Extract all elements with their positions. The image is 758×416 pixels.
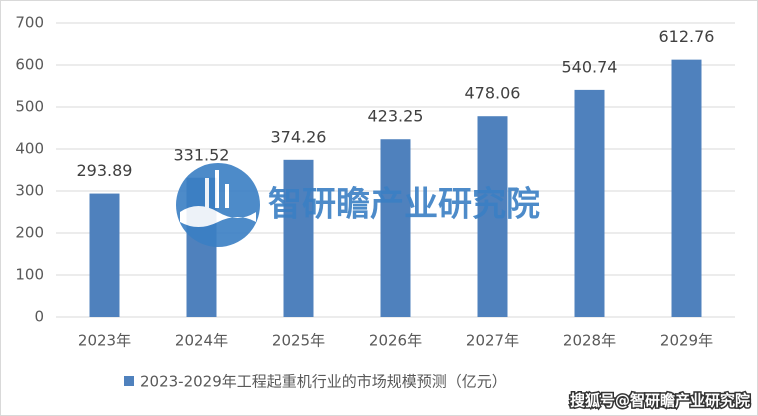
- x-tick-label: 2027年: [466, 332, 519, 350]
- source-label: 搜狐号@智研瞻产业研究院: [570, 392, 750, 410]
- x-tick-label: 2026年: [369, 332, 422, 350]
- watermark-text: 智研瞻产业研究院: [268, 185, 540, 225]
- x-tick-label: 2025年: [272, 332, 325, 350]
- y-tick-label: 0: [34, 308, 44, 326]
- x-tick-label: 2028年: [563, 332, 616, 350]
- y-tick-label: 400: [15, 140, 44, 158]
- y-tick-label: 700: [15, 14, 44, 32]
- bar: [477, 116, 508, 317]
- watermark-logo: [176, 163, 260, 247]
- bar: [671, 59, 702, 317]
- y-tick-label: 600: [15, 56, 44, 74]
- data-label: 540.74: [562, 57, 618, 76]
- bar: [89, 193, 120, 317]
- logo-bar: [225, 184, 229, 208]
- x-tick-label: 2024年: [175, 332, 228, 350]
- data-label: 293.89: [77, 161, 133, 180]
- y-tick-label: 300: [15, 182, 44, 200]
- legend-label: 2023-2029年工程起重机行业的市场规模预测（亿元）: [140, 373, 507, 391]
- y-tick-label: 100: [15, 266, 44, 284]
- data-label: 612.76: [659, 27, 715, 46]
- logo-bar: [205, 178, 209, 208]
- data-label: 331.52: [174, 145, 230, 164]
- y-tick-label: 200: [15, 224, 44, 242]
- data-label: 478.06: [465, 84, 521, 103]
- x-tick-label: 2029年: [660, 332, 713, 350]
- bar: [574, 89, 605, 318]
- data-label: 423.25: [368, 107, 424, 126]
- bar: [380, 139, 411, 317]
- legend-swatch: [124, 376, 134, 386]
- data-label: 374.26: [271, 127, 327, 146]
- bar: [283, 159, 314, 317]
- y-tick-label: 500: [15, 98, 44, 116]
- x-tick-label: 2023年: [78, 332, 131, 350]
- logo-bar: [215, 170, 219, 208]
- logo-wave: [180, 206, 256, 227]
